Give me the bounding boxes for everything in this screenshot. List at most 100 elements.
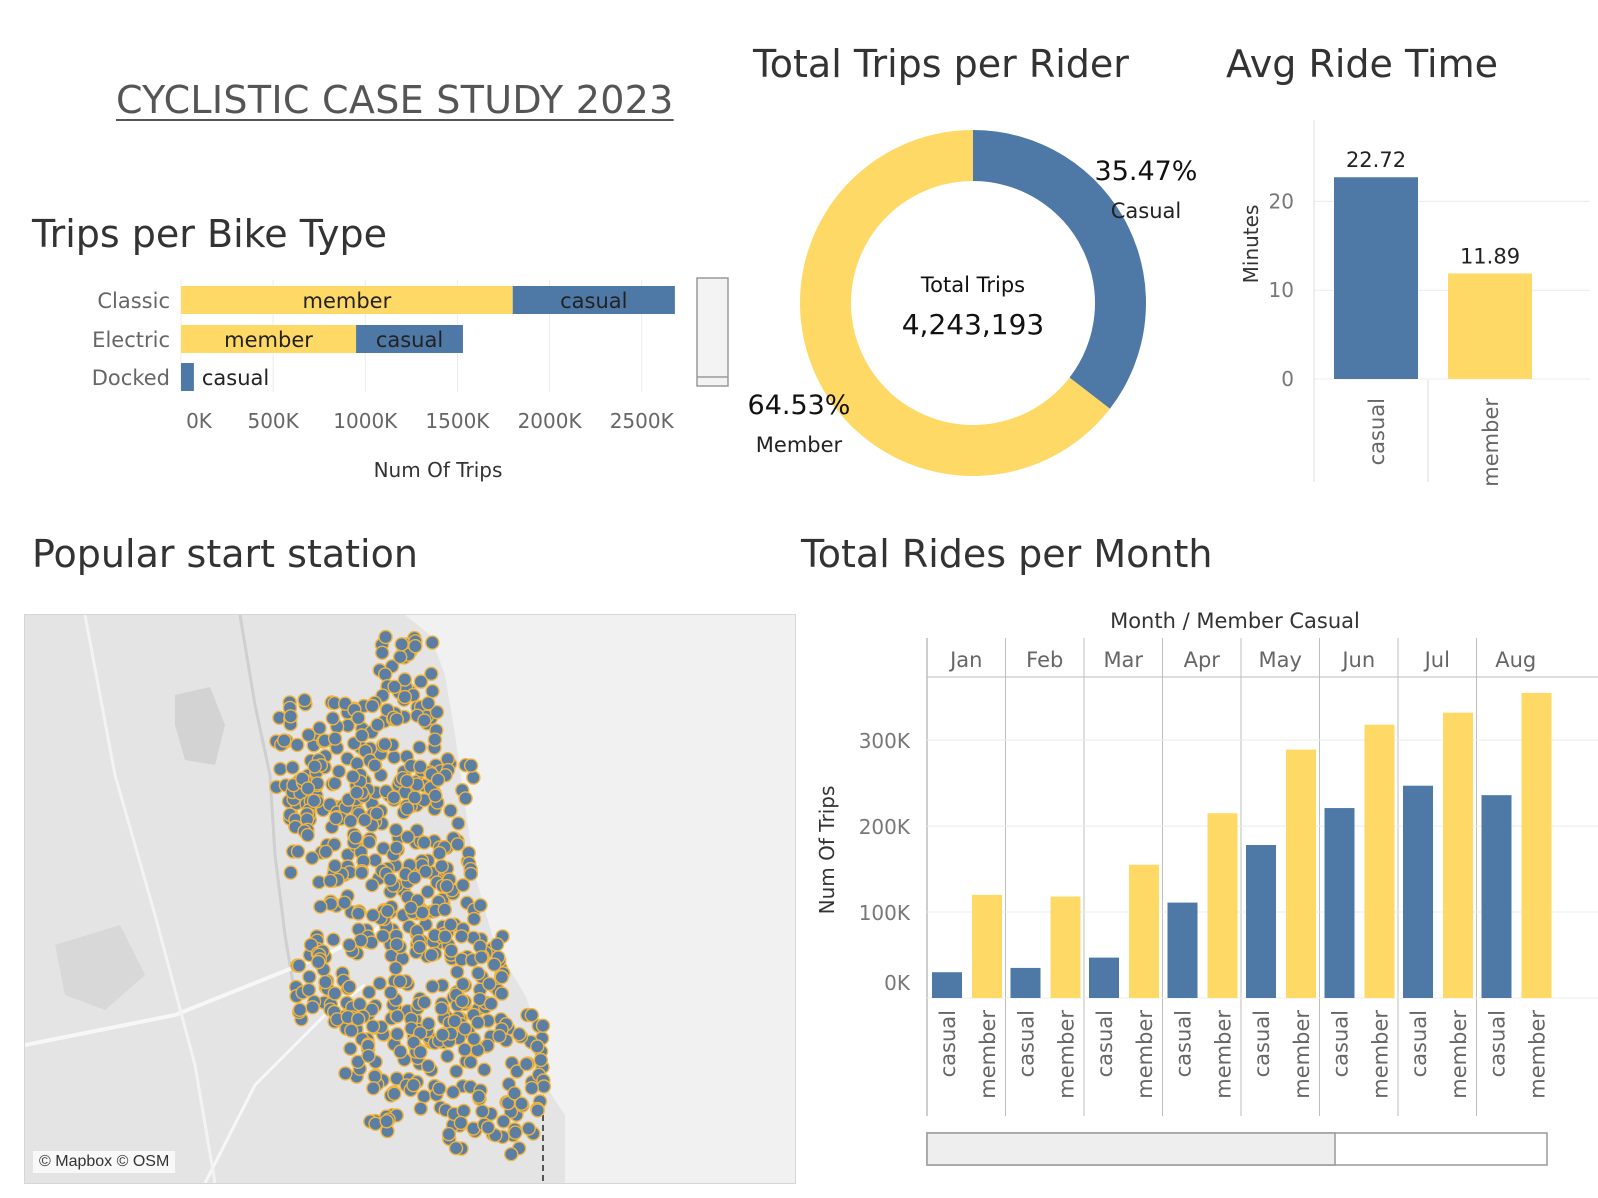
station-marker <box>440 1049 455 1064</box>
station-marker <box>400 829 415 845</box>
station-marker <box>365 1019 381 1034</box>
expressway <box>83 615 217 1183</box>
monthly-bar-jul-member <box>1443 712 1473 998</box>
station-marker <box>305 1000 320 1015</box>
station-marker <box>406 1035 421 1050</box>
station-marker <box>406 1077 421 1093</box>
station-marker <box>327 858 343 874</box>
bike-bar-classic-member <box>181 286 513 314</box>
station-marker <box>343 813 358 829</box>
station-marker <box>470 1015 486 1030</box>
station-marker <box>474 950 489 965</box>
station-marker <box>292 1002 308 1017</box>
bike-type-xlabel: Num Of Trips <box>374 458 503 482</box>
station-marker <box>351 710 366 726</box>
station-marker <box>375 928 391 944</box>
station-marker <box>301 727 316 743</box>
monthly-bar-mar-member <box>1129 864 1159 998</box>
station-marker <box>477 1062 492 1077</box>
ride-time-category-label: member <box>1479 398 1503 487</box>
monthly-series-label: member <box>1369 1010 1393 1099</box>
station-marker <box>383 872 398 887</box>
station-marker <box>407 870 422 885</box>
station-marker <box>311 954 326 970</box>
monthly-series-label: member <box>1447 1010 1471 1099</box>
station-marker <box>408 639 423 654</box>
station-marker <box>530 1039 545 1054</box>
month-header-label: Jun <box>1340 648 1375 672</box>
station-marker <box>367 758 382 773</box>
station-marker <box>392 974 408 989</box>
station-marker <box>454 994 470 1009</box>
station-marker <box>434 858 449 874</box>
station-marker <box>432 1081 447 1096</box>
monthly-bar-may-member <box>1286 749 1316 998</box>
bike-type-category-labels: Classic Electric Docked <box>92 289 170 390</box>
station-marker <box>318 974 333 990</box>
station-marker <box>328 810 344 826</box>
station-marker <box>429 704 445 720</box>
horizontal-scrollbar-thumb[interactable] <box>926 1132 1336 1166</box>
station-marker <box>283 709 298 724</box>
bike-type-tick-labels: 0K 500K 1000K 1500K 2000K 2500K <box>186 409 675 433</box>
monthly-bar-aug-member <box>1521 692 1552 998</box>
station-marker <box>455 878 471 893</box>
station-marker <box>494 969 509 985</box>
bike-bar-docked-casual <box>181 363 194 391</box>
station-marker <box>342 937 357 953</box>
station-marker <box>454 929 469 944</box>
monthly-bar-aug-casual <box>1481 795 1512 998</box>
station-marker <box>519 1056 534 1072</box>
station-marker <box>425 635 440 650</box>
ride-time-bars: 22.72 casual 11.89 member <box>1334 148 1532 487</box>
bike-bar-classic-casual <box>512 286 675 314</box>
station-marker <box>380 903 395 919</box>
station-marker <box>400 801 415 816</box>
member-percent-label: 64.53% <box>748 390 851 421</box>
station-marker <box>301 982 317 998</box>
station-marker <box>352 996 367 1012</box>
station-marker <box>300 827 315 843</box>
station-marker <box>273 761 288 777</box>
station-marker <box>466 911 482 927</box>
station-marker <box>351 1011 366 1027</box>
station-marker <box>354 728 370 743</box>
month-header-label: May <box>1259 648 1302 672</box>
station-markers <box>269 629 552 1162</box>
bike-bar-label: casual <box>376 328 443 352</box>
station-map[interactable]: © Mapbox © OSM <box>24 614 796 1184</box>
bike-type-bars: member casual member casual casual <box>181 286 675 391</box>
station-marker <box>471 1089 486 1104</box>
station-marker <box>456 1103 471 1119</box>
station-marker <box>457 1021 473 1036</box>
bike-bar-electric-casual <box>356 325 463 353</box>
station-marker <box>387 1086 402 1101</box>
station-marker <box>370 717 385 733</box>
monthly-y-tick-label: 200K <box>859 815 911 839</box>
station-marker <box>285 760 300 775</box>
station-marker <box>463 1055 478 1070</box>
bike-type-chart: member casual member casual casual Classic El… <box>92 277 729 482</box>
bike-bar-label: casual <box>202 366 269 390</box>
station-marker <box>418 864 433 879</box>
station-marker <box>390 1009 405 1024</box>
station-marker <box>421 1058 436 1074</box>
forest-preserve <box>175 687 225 765</box>
station-marker <box>306 793 322 809</box>
bike-x-tick-label: 1500K <box>425 409 490 433</box>
monthly-bar-mar-casual <box>1089 957 1119 998</box>
monthly-series-label: casual <box>1172 1010 1196 1077</box>
station-marker <box>388 822 404 838</box>
station-marker <box>466 770 481 785</box>
monthly-bar-jun-casual <box>1324 808 1355 998</box>
legend-scrollbar[interactable] <box>696 277 729 387</box>
ride-time-title: Avg Ride Time <box>1226 42 1498 86</box>
casual-slice-label: Casual <box>1111 199 1182 223</box>
monthly-series-label: casual <box>1407 1010 1431 1077</box>
station-marker <box>427 732 443 747</box>
station-marker <box>342 979 357 994</box>
ride-time-y-tick-label: 0 <box>1281 367 1294 391</box>
donut-slice-member <box>800 130 1110 477</box>
bike-x-tick-label: 1000K <box>333 409 398 433</box>
ride-time-category-label: casual <box>1365 398 1389 465</box>
